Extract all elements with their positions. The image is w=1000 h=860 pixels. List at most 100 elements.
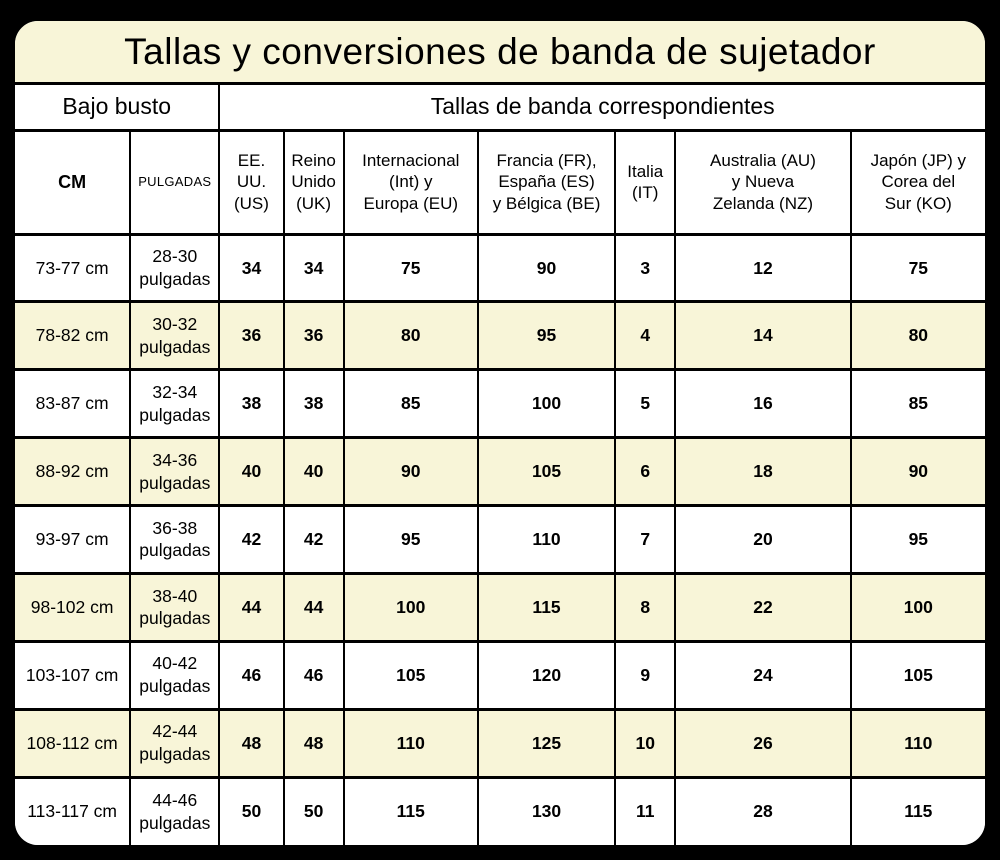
table-row: 108-112 cm 42-44 pulgadas 48 48 110 125 … — [15, 707, 985, 779]
table-cell: 110 — [342, 707, 479, 779]
table-cell: 90 — [849, 436, 985, 507]
table-cell: 16 — [674, 368, 852, 440]
table-cell: 83-87 cm — [15, 368, 132, 440]
table-row: 78-82 cm 30-32 pulgadas 36 36 80 95 4 14… — [15, 300, 985, 372]
table-cell: 3 — [614, 232, 677, 304]
table-cell: 40 — [218, 436, 285, 507]
table-cell: 44 — [218, 571, 285, 643]
table-cell: 85 — [342, 368, 479, 440]
size-conversion-table: Bajo busto Tallas de banda correspondien… — [15, 85, 985, 845]
table-cell: 44-46 pulgadas — [129, 775, 221, 845]
col-header-fr-es-be: Francia (FR), España (ES) y Bélgica (BE) — [476, 128, 617, 236]
table-cell: 42 — [282, 504, 345, 575]
table-cell: 105 — [476, 436, 617, 507]
table-cell: 44 — [282, 571, 345, 643]
table-row: 93-97 cm 36-38 pulgadas 42 42 95 110 7 2… — [15, 504, 985, 575]
conversion-table-card: Tallas y conversiones de banda de sujeta… — [12, 18, 988, 848]
table-cell: 36 — [218, 300, 285, 372]
table-cell: 100 — [849, 571, 985, 643]
table-cell: 34 — [282, 232, 345, 304]
table-cell: 14 — [674, 300, 852, 372]
table-cell: 110 — [849, 707, 985, 779]
table-cell: 5 — [614, 368, 677, 440]
table-row: 113-117 cm 44-46 pulgadas 50 50 115 130 … — [15, 775, 985, 845]
table-cell: 75 — [849, 232, 985, 304]
col-header-jp-ko: Japón (JP) y Corea del Sur (KO) — [849, 128, 985, 236]
table-cell: 12 — [674, 232, 852, 304]
table-cell: 105 — [849, 639, 985, 711]
group-header-tallas-correspondientes: Tallas de banda correspondientes — [218, 85, 985, 132]
table-cell: 95 — [476, 300, 617, 372]
table-cell: 130 — [476, 775, 617, 845]
table-cell: 48 — [218, 707, 285, 779]
table-cell: 48 — [282, 707, 345, 779]
table-cell: 113-117 cm — [15, 775, 132, 845]
col-header-uk: Reino Unido (UK) — [282, 128, 345, 236]
title-bar: Tallas y conversiones de banda de sujeta… — [15, 21, 985, 85]
table-cell: 50 — [282, 775, 345, 845]
table-cell: 46 — [282, 639, 345, 711]
table-cell: 100 — [342, 571, 479, 643]
table-cell: 32-34 pulgadas — [129, 368, 221, 440]
table-cell: 28 — [674, 775, 852, 845]
table-cell: 115 — [849, 775, 985, 845]
table-cell: 88-92 cm — [15, 436, 132, 507]
col-header-it: Italia (IT) — [614, 128, 677, 236]
table-cell: 36-38 pulgadas — [129, 504, 221, 575]
table-cell: 38-40 pulgadas — [129, 571, 221, 643]
table-cell: 125 — [476, 707, 617, 779]
table-cell: 100 — [476, 368, 617, 440]
table-cell: 42-44 pulgadas — [129, 707, 221, 779]
table-cell: 120 — [476, 639, 617, 711]
table-cell: 6 — [614, 436, 677, 507]
table-row: 98-102 cm 38-40 pulgadas 44 44 100 115 8… — [15, 571, 985, 643]
table-cell: 42 — [218, 504, 285, 575]
table-cell: 78-82 cm — [15, 300, 132, 372]
table-cell: 75 — [342, 232, 479, 304]
table-cell: 4 — [614, 300, 677, 372]
column-header-row: CM PULGADAS EE. UU. (US) Reino Unido (UK… — [15, 128, 985, 236]
table-cell: 24 — [674, 639, 852, 711]
table-cell: 108-112 cm — [15, 707, 132, 779]
col-header-pulgadas: PULGADAS — [129, 128, 221, 236]
table-cell: 38 — [218, 368, 285, 440]
table-cell: 85 — [849, 368, 985, 440]
table-cell: 34 — [218, 232, 285, 304]
col-header-us: EE. UU. (US) — [218, 128, 285, 236]
table-cell: 40-42 pulgadas — [129, 639, 221, 711]
table-cell: 11 — [614, 775, 677, 845]
table-cell: 40 — [282, 436, 345, 507]
table-cell: 80 — [849, 300, 985, 372]
table-cell: 110 — [476, 504, 617, 575]
table-cell: 22 — [674, 571, 852, 643]
table-cell: 73-77 cm — [15, 232, 132, 304]
table-cell: 36 — [282, 300, 345, 372]
table-cell: 90 — [476, 232, 617, 304]
table-cell: 95 — [342, 504, 479, 575]
table-row: 88-92 cm 34-36 pulgadas 40 40 90 105 6 1… — [15, 436, 985, 507]
table-row: 103-107 cm 40-42 pulgadas 46 46 105 120 … — [15, 639, 985, 711]
table-cell: 30-32 pulgadas — [129, 300, 221, 372]
col-header-eu: Internacional (Int) y Europa (EU) — [342, 128, 479, 236]
table-cell: 90 — [342, 436, 479, 507]
table-cell: 18 — [674, 436, 852, 507]
table-cell: 38 — [282, 368, 345, 440]
col-header-au-nz: Australia (AU) y Nueva Zelanda (NZ) — [674, 128, 852, 236]
table-cell: 95 — [849, 504, 985, 575]
col-header-cm: CM — [15, 128, 132, 236]
table-row: 83-87 cm 32-34 pulgadas 38 38 85 100 5 1… — [15, 368, 985, 440]
table-cell: 9 — [614, 639, 677, 711]
table-cell: 34-36 pulgadas — [129, 436, 221, 507]
table-cell: 115 — [476, 571, 617, 643]
table-cell: 7 — [614, 504, 677, 575]
table-cell: 26 — [674, 707, 852, 779]
table-cell: 50 — [218, 775, 285, 845]
table-cell: 80 — [342, 300, 479, 372]
table-cell: 98-102 cm — [15, 571, 132, 643]
table-cell: 93-97 cm — [15, 504, 132, 575]
group-header-bajo-busto: Bajo busto — [15, 85, 221, 132]
table-cell: 10 — [614, 707, 677, 779]
table-cell: 103-107 cm — [15, 639, 132, 711]
table-row: 73-77 cm 28-30 pulgadas 34 34 75 90 3 12… — [15, 232, 985, 304]
table-title: Tallas y conversiones de banda de sujeta… — [124, 30, 876, 72]
